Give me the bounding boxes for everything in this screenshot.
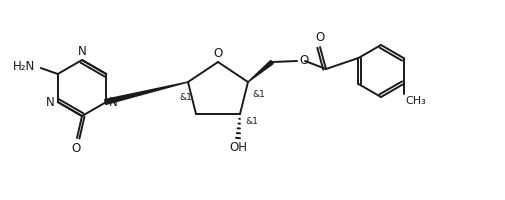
Text: N: N — [46, 96, 55, 108]
Text: &1: &1 — [252, 90, 265, 99]
Text: O: O — [299, 53, 308, 66]
Text: O: O — [214, 47, 223, 60]
Text: &1: &1 — [245, 117, 258, 126]
Text: N: N — [109, 96, 118, 108]
Text: OH: OH — [229, 141, 247, 154]
Polygon shape — [248, 60, 273, 82]
Text: O: O — [71, 142, 81, 155]
Text: N: N — [78, 45, 86, 58]
Polygon shape — [105, 82, 188, 104]
Text: O: O — [316, 31, 325, 44]
Text: &1: &1 — [180, 93, 192, 102]
Text: CH₃: CH₃ — [406, 96, 426, 106]
Text: H₂N: H₂N — [13, 60, 35, 72]
